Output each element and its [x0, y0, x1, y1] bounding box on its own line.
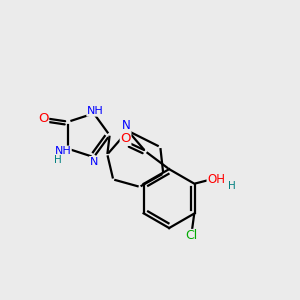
Text: NH: NH: [87, 106, 104, 116]
Text: O: O: [38, 112, 49, 125]
Text: Cl: Cl: [186, 230, 198, 242]
Text: H: H: [54, 155, 62, 165]
Text: OH: OH: [207, 173, 225, 186]
Text: N: N: [122, 119, 131, 132]
Text: NH: NH: [54, 146, 71, 156]
Text: H: H: [228, 181, 236, 191]
Text: N: N: [90, 157, 98, 166]
Text: O: O: [120, 132, 131, 145]
